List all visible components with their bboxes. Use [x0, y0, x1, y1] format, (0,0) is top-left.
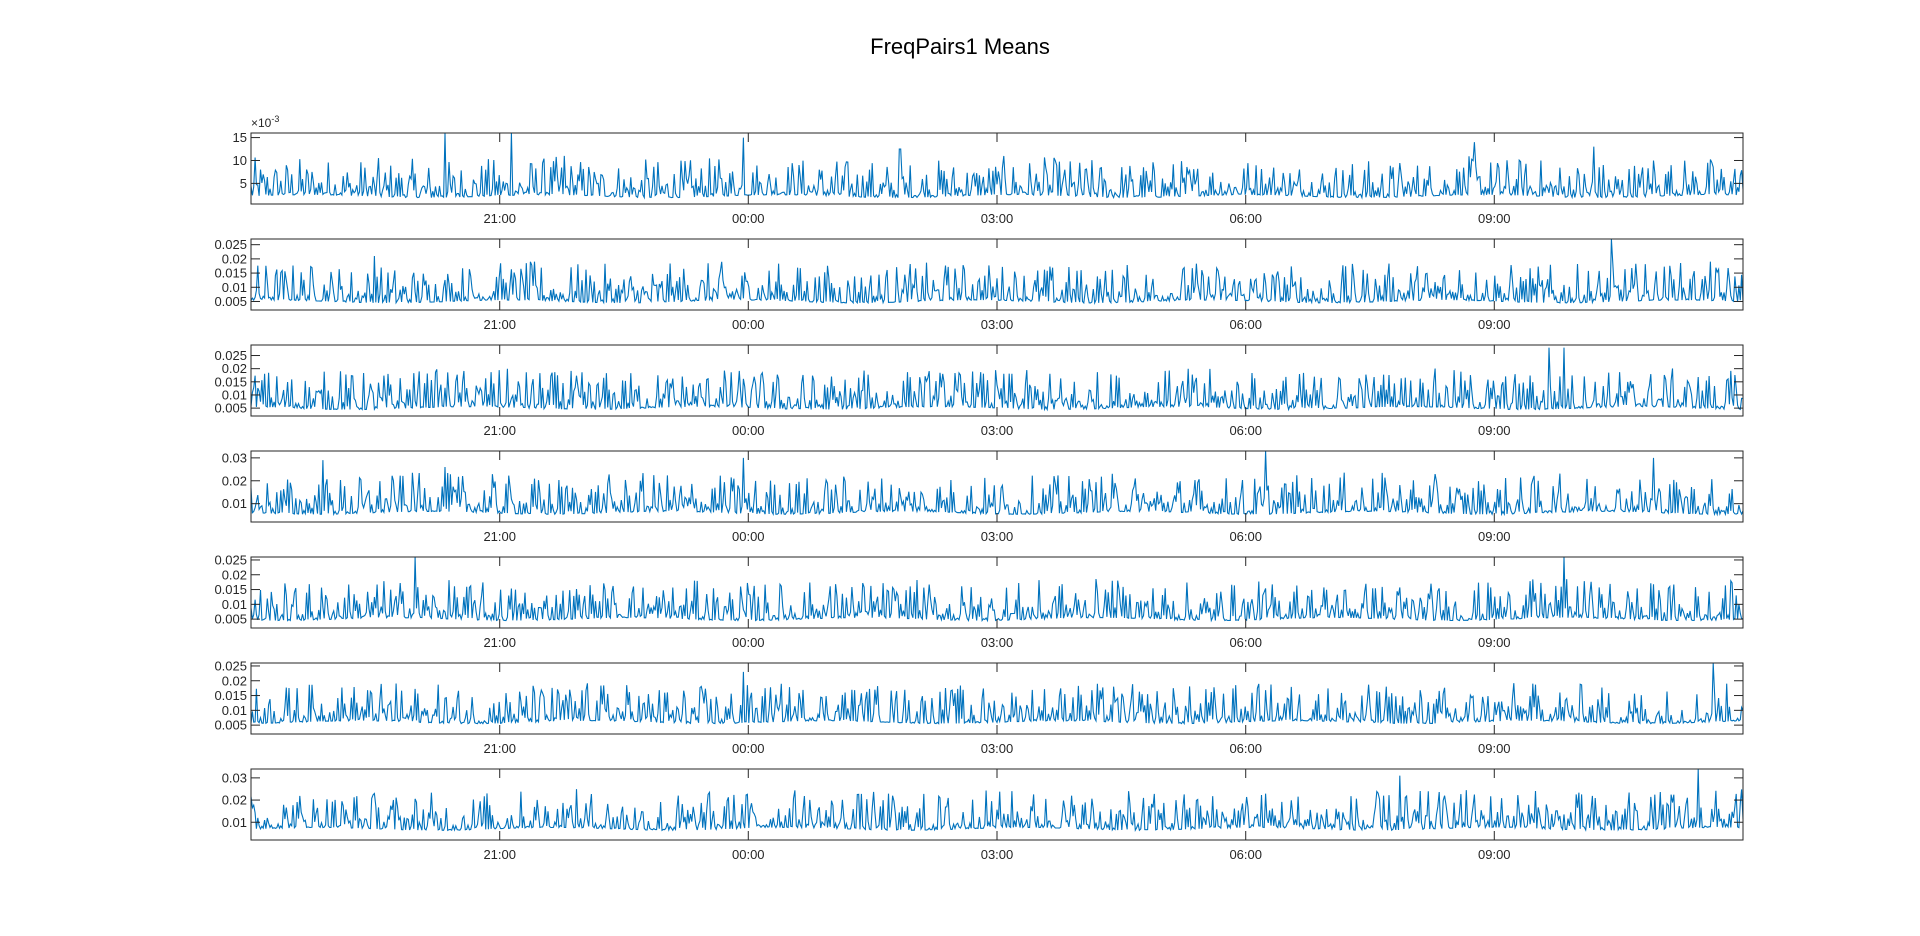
y-tick-label: 0.01 — [222, 703, 247, 718]
y-exponent-power: -3 — [271, 114, 279, 124]
x-tick-label: 06:00 — [1229, 529, 1262, 544]
y-tick-label: 0.005 — [214, 294, 247, 309]
x-tick-label: 21:00 — [483, 211, 516, 226]
subplot-3: 21:00 00:00 03:00 06:00 09:000.0050.010.0150… — [214, 344, 1744, 438]
x-tick-label: 09:00 — [1478, 423, 1511, 438]
y-tick-label: 0.01 — [222, 280, 247, 295]
x-tick-label: 09:00 — [1478, 529, 1511, 544]
x-tick-label: 21:00 — [483, 317, 516, 332]
y-tick-label: 0.025 — [214, 552, 247, 567]
y-tick-label: 0.02 — [222, 251, 247, 266]
series-line — [250, 556, 1743, 623]
x-tick-label: 21:00 — [483, 741, 516, 756]
subplot-6: 21:00 00:00 03:00 06:00 09:000.0050.010.0150… — [214, 658, 1744, 756]
x-tick-label: 00:00 — [732, 423, 765, 438]
subplot-4: 21:00 00:00 03:00 06:00 09:00 0.01 0.02 0.03 — [222, 450, 1744, 544]
x-tick-label: 03:00 — [981, 847, 1014, 862]
subplot-2: 21:00 00:00 03:00 06:00 09:000.0050.010.0150… — [214, 237, 1744, 332]
series-line — [250, 132, 1744, 200]
series-line — [250, 662, 1744, 726]
y-tick-label: 0.01 — [222, 597, 247, 612]
x-tick-label: 03:00 — [981, 635, 1014, 650]
y-tick-label: 0.025 — [214, 237, 247, 252]
y-tick-label: 0.025 — [214, 658, 247, 673]
x-tick-label: 06:00 — [1229, 635, 1262, 650]
y-tick-label: 0.025 — [214, 348, 247, 363]
x-tick-label: 21:00 — [483, 529, 516, 544]
y-tick-label: 15 — [233, 130, 247, 145]
x-tick-label: 00:00 — [732, 847, 765, 862]
x-tick-label: 09:00 — [1478, 317, 1511, 332]
x-tick-label: 09:00 — [1478, 847, 1511, 862]
y-tick-label: 0.01 — [222, 815, 247, 830]
y-tick-label: 0.02 — [222, 793, 247, 808]
subplot-1: 21:00 00:00 03:00 06:00 09:00 5 10 15 ×10-3 — [233, 114, 1744, 226]
x-tick-label: 06:00 — [1229, 211, 1262, 226]
y-tick-label: 0.01 — [222, 387, 247, 402]
x-tick-label: 06:00 — [1229, 847, 1262, 862]
x-tick-label: 00:00 — [732, 317, 765, 332]
x-tick-label: 21:00 — [483, 635, 516, 650]
x-tick-label: 00:00 — [732, 211, 765, 226]
x-tick-label: 00:00 — [732, 741, 765, 756]
y-tick-label: 0.005 — [214, 718, 247, 733]
y-tick-label: 0.02 — [222, 473, 247, 488]
y-tick-label: 10 — [233, 153, 247, 168]
figure-title: FreqPairs1 Means — [870, 34, 1050, 59]
y-tick-label: 5 — [240, 176, 247, 191]
x-tick-label: 03:00 — [981, 211, 1014, 226]
x-tick-label: 09:00 — [1478, 741, 1511, 756]
y-tick-label: 0.015 — [214, 582, 247, 597]
series-line — [250, 768, 1744, 832]
x-tick-label: 03:00 — [981, 423, 1014, 438]
x-tick-label: 03:00 — [981, 317, 1014, 332]
y-tick-label: 0.02 — [222, 567, 247, 582]
series-line — [250, 238, 1744, 306]
y-tick-label: 0.005 — [214, 401, 247, 416]
x-tick-label: 06:00 — [1229, 423, 1262, 438]
series-line — [250, 347, 1744, 412]
y-tick-label: 0.02 — [222, 673, 247, 688]
y-tick-label: 0.02 — [222, 361, 247, 376]
x-tick-label: 09:00 — [1478, 211, 1511, 226]
x-tick-label: 21:00 — [483, 847, 516, 862]
subplot-7: 21:00 00:00 03:00 06:00 09:00 0.01 0.02 0.03 — [222, 768, 1744, 862]
x-tick-label: 03:00 — [981, 741, 1014, 756]
y-tick-label: 0.005 — [214, 612, 247, 627]
y-tick-label: 0.015 — [214, 266, 247, 281]
y-tick-label: 0.015 — [214, 688, 247, 703]
y-exponent-label: ×10-3 — [251, 114, 279, 130]
x-tick-label: 06:00 — [1229, 741, 1262, 756]
series-line — [250, 450, 1744, 517]
x-tick-label: 03:00 — [981, 529, 1014, 544]
axes-box — [250, 556, 1744, 629]
y-tick-label: 0.015 — [214, 374, 247, 389]
x-tick-label: 00:00 — [732, 529, 765, 544]
y-tick-label: 0.03 — [222, 450, 247, 465]
x-tick-label: 09:00 — [1478, 635, 1511, 650]
subplot-5: 21:00 00:00 03:00 06:00 09:000.0050.010.0150… — [214, 552, 1744, 650]
x-tick-label: 00:00 — [732, 635, 765, 650]
x-tick-label: 21:00 — [483, 423, 516, 438]
y-tick-label: 0.03 — [222, 770, 247, 785]
x-tick-label: 06:00 — [1229, 317, 1262, 332]
y-tick-label: 0.01 — [222, 496, 247, 511]
